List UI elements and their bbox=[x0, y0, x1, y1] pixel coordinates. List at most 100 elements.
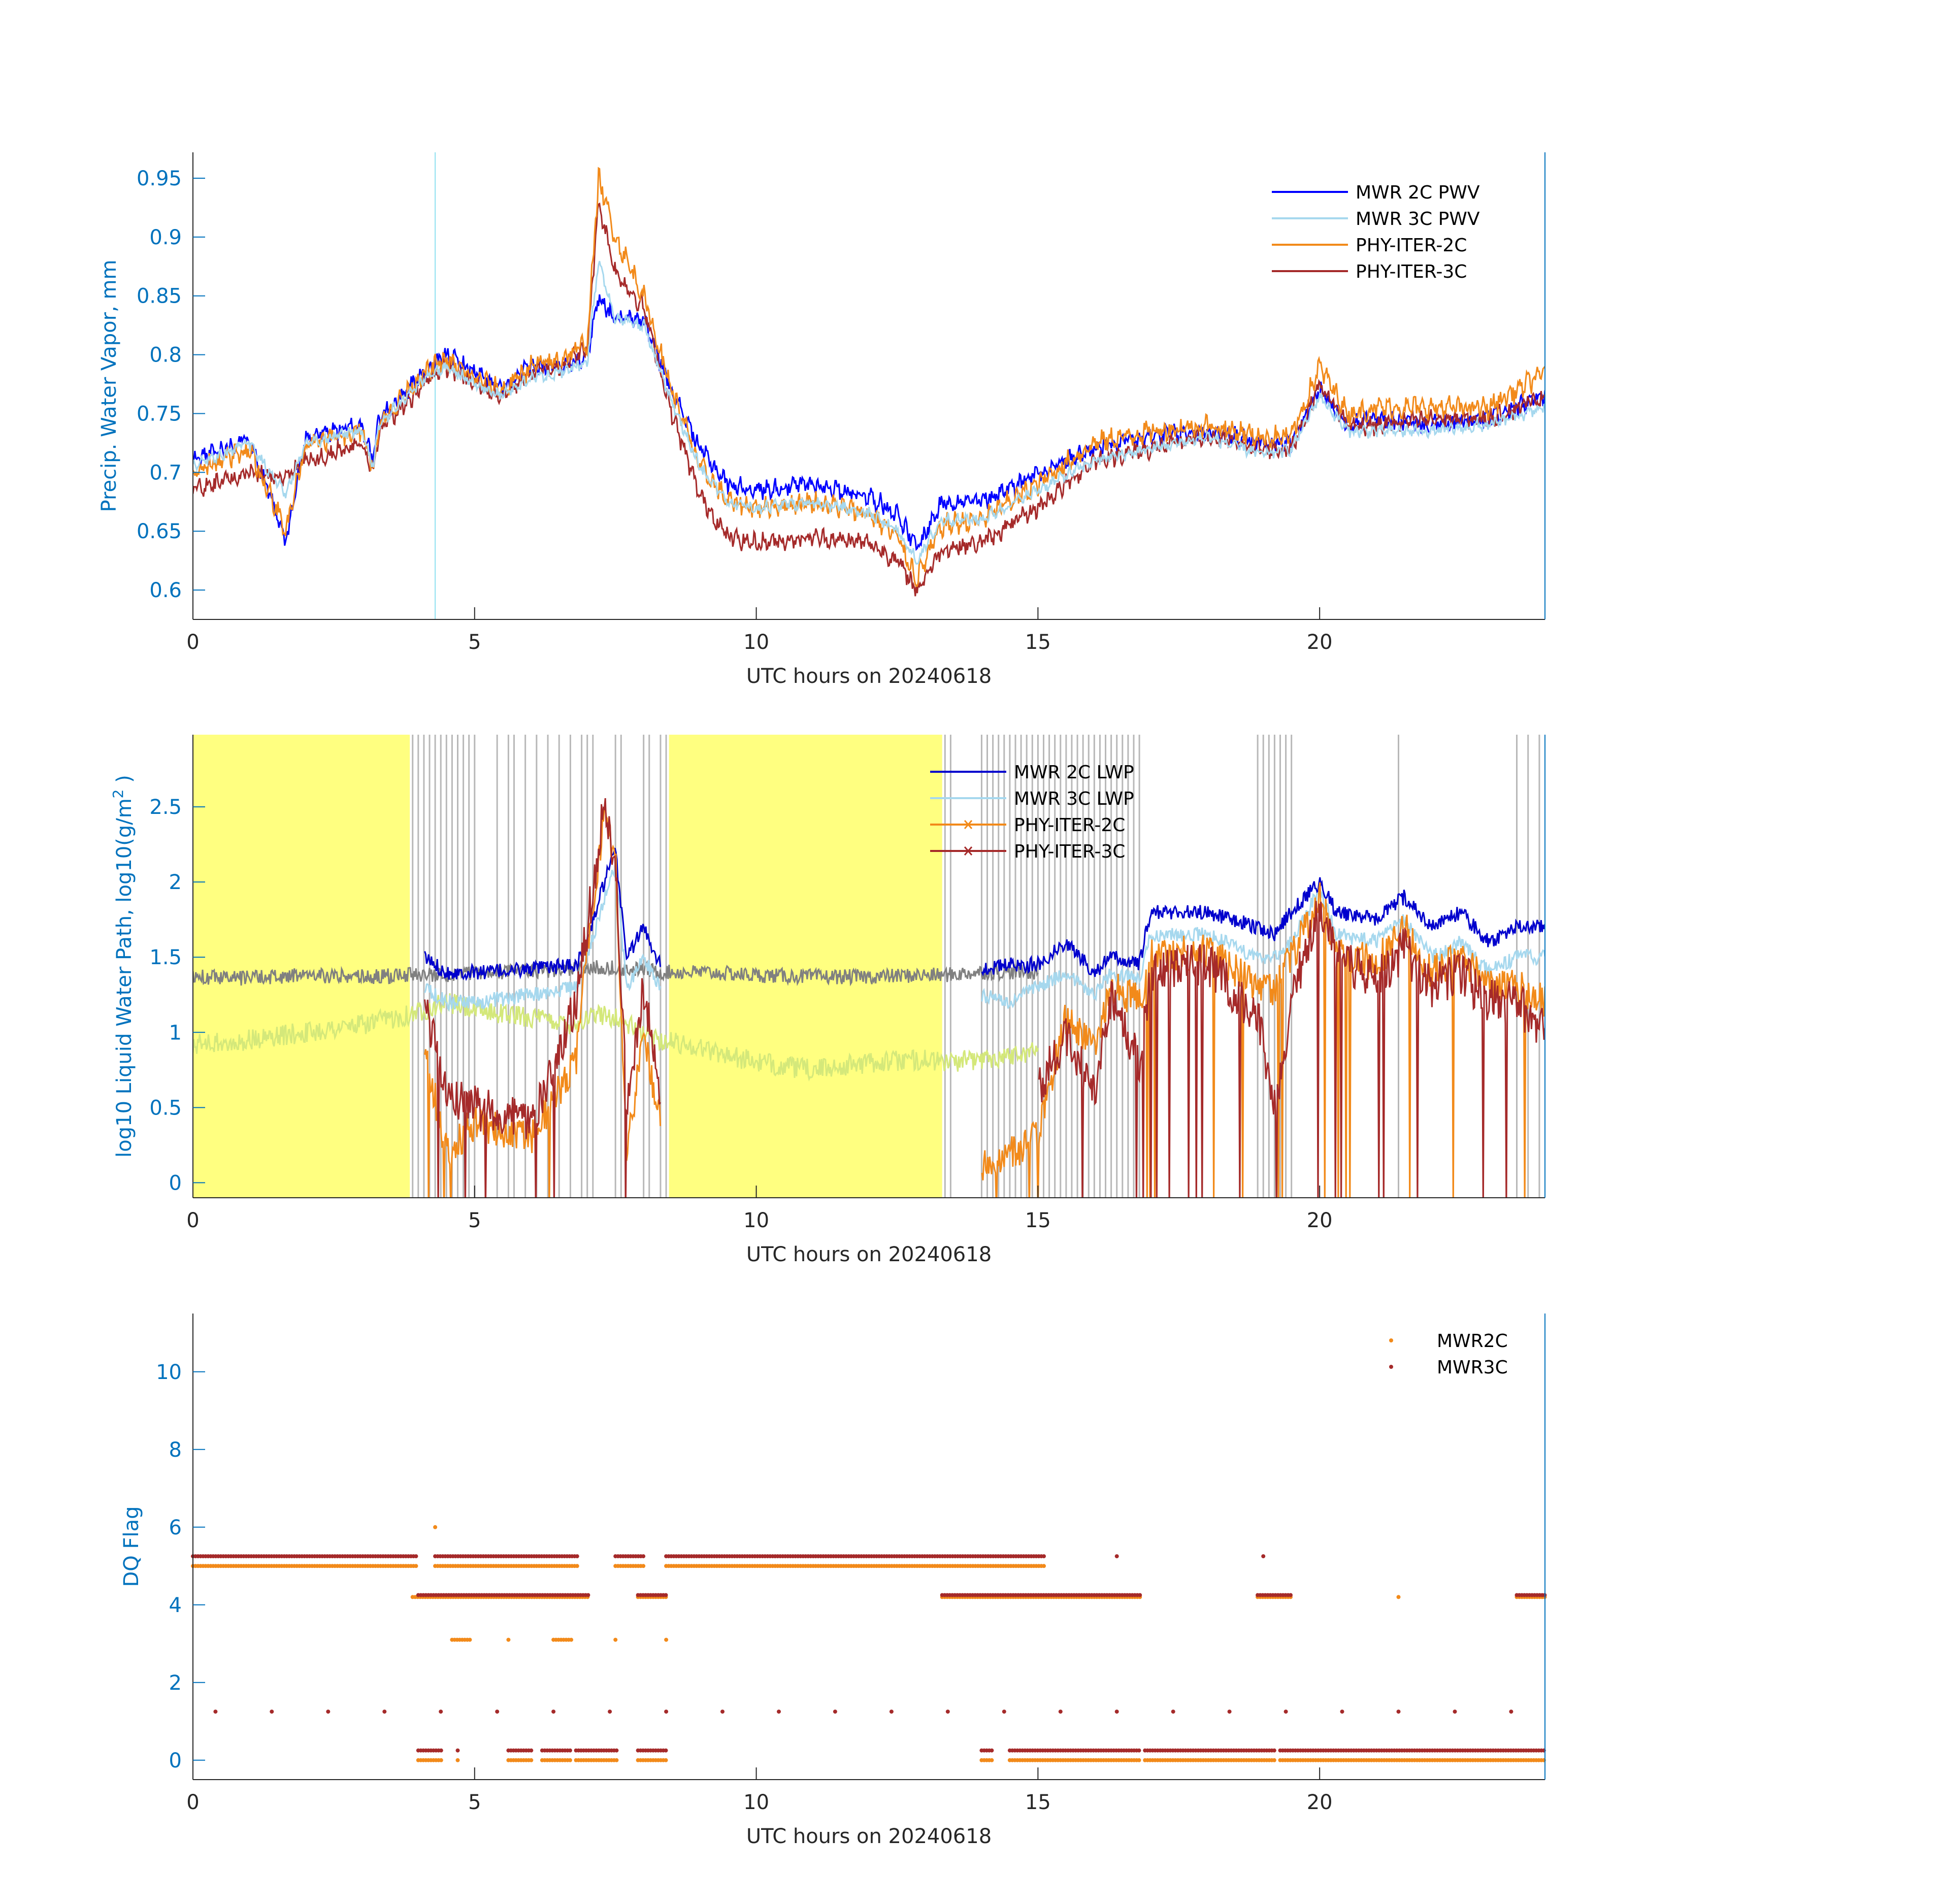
x-tick-label: 0 bbox=[186, 1209, 199, 1232]
data-point bbox=[1114, 1710, 1119, 1714]
y-tick-label: 0.8 bbox=[149, 344, 182, 367]
x-tick-label: 20 bbox=[1307, 1209, 1333, 1232]
data-point bbox=[529, 1748, 534, 1753]
data-point bbox=[1453, 1710, 1457, 1714]
legend-label: MWR 3C PWV bbox=[1356, 209, 1480, 229]
x-axis-label: UTC hours on 20240618 bbox=[746, 1825, 992, 1848]
x-tick-label: 10 bbox=[743, 631, 769, 654]
axes-3: 0 5 10 15 20 0 2 4 6 8 10 UTC hours on 20240618 bbox=[156, 1314, 1545, 1848]
data-point bbox=[575, 1554, 579, 1559]
data-point bbox=[439, 1748, 443, 1753]
data-point bbox=[1137, 1758, 1141, 1762]
x-tick-label: 10 bbox=[743, 1209, 769, 1232]
data-point bbox=[1272, 1748, 1276, 1753]
y-axis-label: log10 Liquid Water Path, log10(g/m2 ) bbox=[110, 775, 136, 1158]
shaded-region bbox=[193, 735, 410, 1198]
data-point bbox=[664, 1593, 668, 1597]
legend: MWR2C MWR3C bbox=[1389, 1331, 1508, 1378]
data-point bbox=[1114, 1554, 1119, 1559]
x-axis-label: UTC hours on 20240618 bbox=[746, 665, 992, 688]
data-point bbox=[433, 1525, 438, 1529]
pwv-series-group bbox=[193, 152, 1545, 619]
y-tick-label: 1 bbox=[169, 1021, 182, 1044]
x-tick-label: 20 bbox=[1307, 1791, 1333, 1814]
x-tick-label: 15 bbox=[1025, 631, 1051, 654]
y-tick-label: 0.95 bbox=[137, 167, 182, 190]
y-tick-label: 4 bbox=[169, 1594, 182, 1617]
y-axis-label-suffix: ) bbox=[113, 775, 136, 789]
data-point bbox=[575, 1564, 579, 1568]
legend-label: MWR3C bbox=[1437, 1357, 1508, 1378]
data-point bbox=[614, 1758, 619, 1762]
axes-1: 0 5 10 15 20 0.6 0.65 0.7 0.75 0.8 0.85 0.9 0.95 UTC … bbox=[137, 152, 1545, 688]
data-point bbox=[495, 1710, 500, 1714]
x-tick-label: 5 bbox=[468, 1791, 481, 1814]
y-axis-label-superscript: 2 bbox=[110, 789, 126, 798]
series-mwr3c bbox=[191, 1554, 1547, 1753]
lwp-series-group bbox=[193, 735, 1545, 1198]
data-point bbox=[382, 1710, 387, 1714]
data-point bbox=[990, 1748, 994, 1753]
data-point bbox=[455, 1758, 460, 1762]
data-point bbox=[455, 1748, 460, 1753]
legend-label: MWR 2C LWP bbox=[1014, 762, 1134, 783]
shaded-region bbox=[669, 735, 942, 1198]
y-tick-label: 2.5 bbox=[149, 796, 182, 819]
data-point bbox=[641, 1554, 646, 1559]
series-line-phy-iter-3c bbox=[193, 202, 1545, 597]
legend-label: MWR2C bbox=[1437, 1331, 1508, 1352]
data-point bbox=[1289, 1593, 1293, 1597]
series-mwr2c bbox=[191, 1525, 1547, 1762]
y-tick-label: 0.85 bbox=[137, 285, 182, 308]
data-point bbox=[439, 1758, 443, 1762]
data-point bbox=[1042, 1564, 1046, 1568]
y-tick-label: 8 bbox=[169, 1438, 182, 1462]
data-point bbox=[664, 1748, 668, 1753]
legend: MWR 2C PWV MWR 3C PWV PHY-ITER-2C PHY-ITER-… bbox=[1272, 182, 1480, 282]
legend-marker bbox=[1389, 1365, 1393, 1369]
axes-2: 0 5 10 15 20 0 0.5 1 1.5 2 2.5 UTC hours on 2024061… bbox=[149, 735, 1545, 1266]
data-point bbox=[439, 1710, 443, 1714]
data-point bbox=[1261, 1554, 1266, 1559]
legend-label: PHY-ITER-3C bbox=[1014, 841, 1125, 862]
series-line-mwr-3c-pwv bbox=[193, 260, 1545, 565]
y-tick-label: 0.5 bbox=[149, 1096, 182, 1120]
y-axis-label-main: log10 Liquid Water Path, log10(g/m bbox=[113, 798, 136, 1158]
data-point bbox=[833, 1710, 837, 1714]
data-point bbox=[777, 1710, 781, 1714]
lwp-plot: log10 Liquid Water Path, log10(g/m2 ) MWR… bbox=[110, 735, 1545, 1198]
data-point bbox=[551, 1710, 556, 1714]
y-tick-label: 0 bbox=[169, 1749, 182, 1772]
data-point bbox=[468, 1637, 472, 1642]
data-point bbox=[1171, 1710, 1175, 1714]
series-line-phy-iter-3c bbox=[424, 798, 1545, 1198]
data-point bbox=[1340, 1710, 1344, 1714]
series-line-mwr-2c-lwp bbox=[424, 847, 1545, 981]
series-line-background-series-lime bbox=[193, 993, 1039, 1082]
data-point bbox=[945, 1710, 950, 1714]
data-point bbox=[1138, 1593, 1142, 1597]
data-point bbox=[641, 1564, 646, 1568]
y-tick-label: 1.5 bbox=[149, 946, 182, 969]
data-point bbox=[270, 1710, 274, 1714]
data-point bbox=[414, 1554, 418, 1559]
data-point bbox=[664, 1637, 669, 1642]
data-point bbox=[1227, 1710, 1232, 1714]
data-point bbox=[1042, 1554, 1046, 1559]
y-tick-label: 0.6 bbox=[149, 579, 182, 602]
data-point bbox=[586, 1593, 590, 1597]
x-tick-label: 0 bbox=[186, 1791, 199, 1814]
series-line-background-series-gray bbox=[193, 960, 1039, 987]
data-point bbox=[569, 1637, 574, 1642]
data-point bbox=[613, 1637, 618, 1642]
x-tick-label: 15 bbox=[1025, 1791, 1051, 1814]
y-tick-label: 0.65 bbox=[137, 520, 182, 543]
legend-marker bbox=[964, 846, 973, 856]
data-point bbox=[1396, 1710, 1401, 1714]
y-tick-label: 0 bbox=[169, 1171, 182, 1195]
y-axis-label: DQ Flag bbox=[120, 1506, 143, 1587]
legend: MWR 2C LWP MWR 3C LWP PHY-ITER-2C PHY-ITER-… bbox=[930, 762, 1134, 862]
data-point bbox=[1396, 1595, 1401, 1599]
data-point bbox=[614, 1748, 619, 1753]
